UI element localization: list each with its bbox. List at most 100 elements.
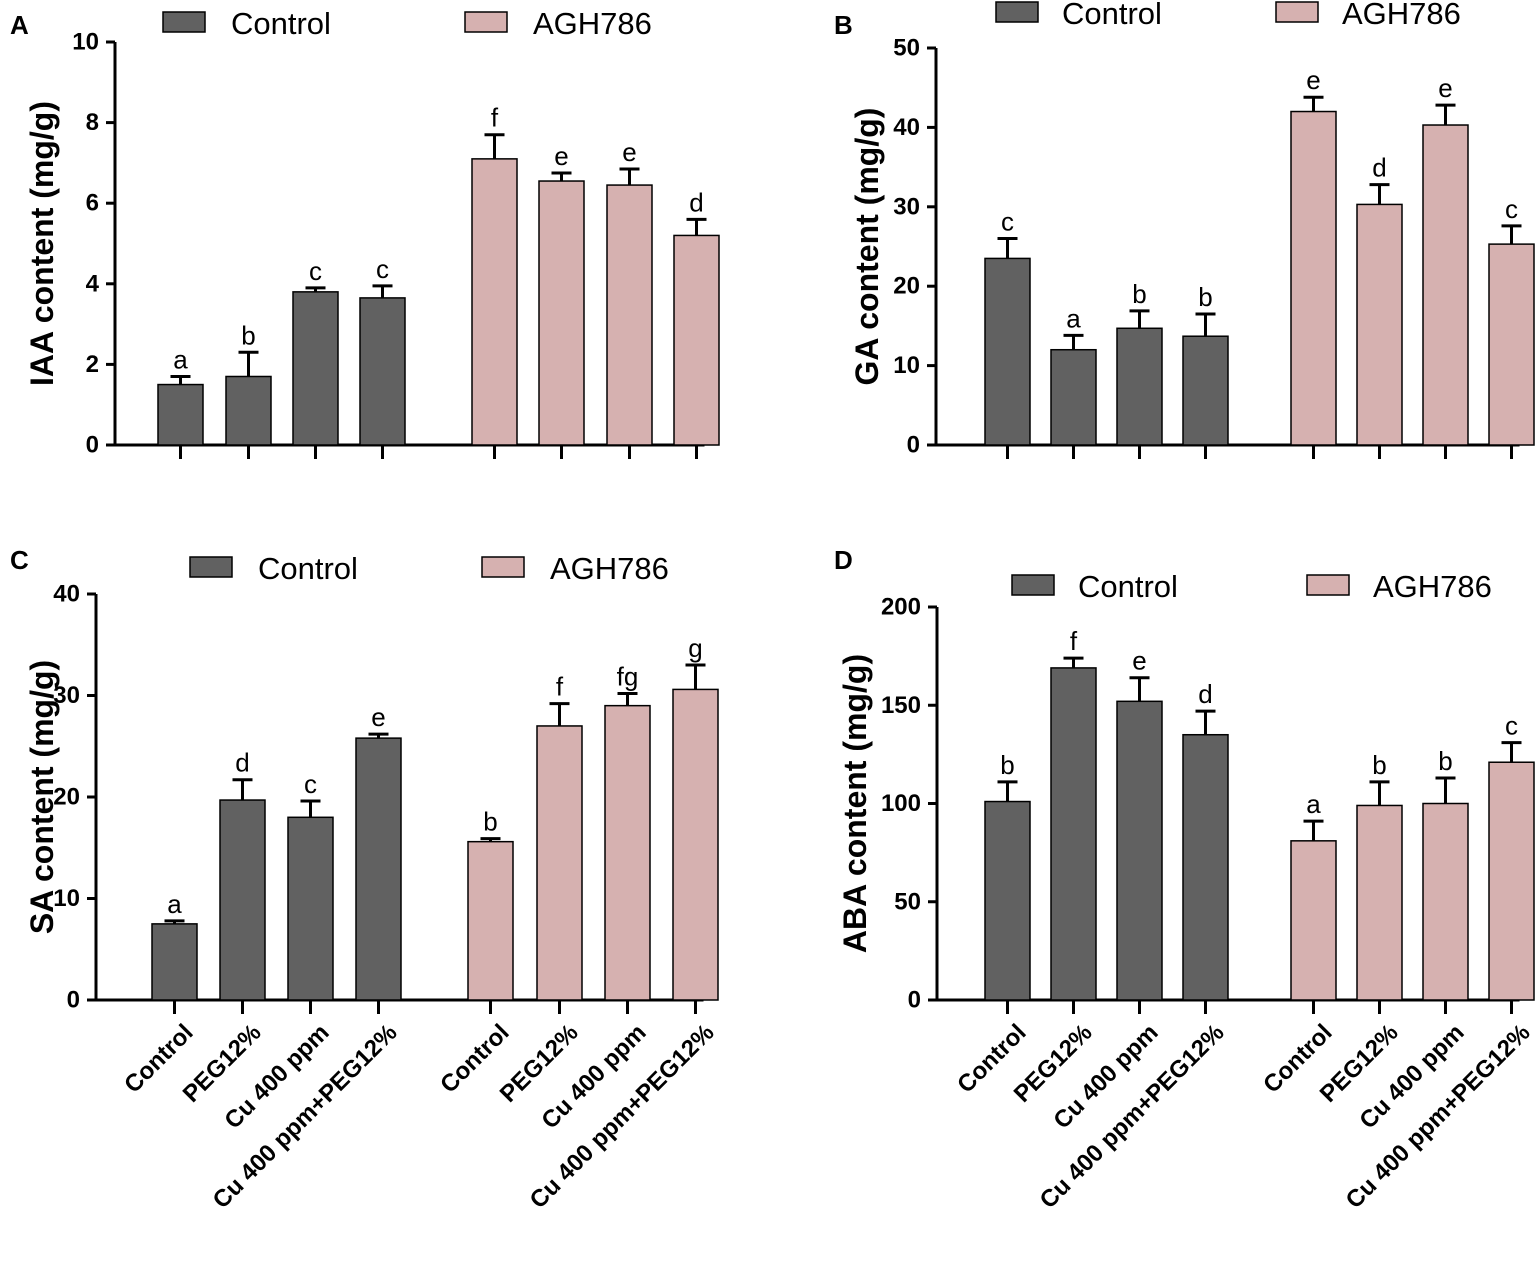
bar-agh786-3: [1422, 802, 1469, 1001]
y-tick-label: 10: [72, 29, 99, 56]
panel-c: C Control AGH786 SA content (mg/g) 0 10 20 30 40…: [10, 545, 720, 1214]
y-tick-label: 20: [53, 784, 80, 811]
significance-letter: b: [1198, 282, 1212, 312]
y-tick-label: 100: [881, 790, 921, 817]
y-tick-label: 50: [893, 35, 920, 62]
y-tick-label: 2: [86, 351, 99, 378]
legend-label-control: Control: [231, 6, 331, 41]
bar-agh786-1: [1290, 840, 1337, 1001]
bar-agh786-2: [538, 180, 585, 446]
bar-control-2: [1050, 348, 1097, 446]
legend-swatch-agh786: [1306, 574, 1350, 596]
y-tick-label: 10: [893, 352, 920, 379]
bar-control-4: [359, 297, 406, 446]
legend-label-agh786: AGH786: [1373, 569, 1492, 604]
y-axis-label: IAA content (mg/g): [24, 101, 60, 386]
y-tick-label: 8: [86, 109, 99, 136]
bar-control-1: [984, 800, 1031, 1001]
significance-letter: c: [1505, 194, 1518, 224]
legend-label-agh786: AGH786: [533, 6, 652, 41]
bar-agh786-2: [1356, 203, 1403, 446]
bar-agh786-2: [536, 725, 583, 1001]
significance-letter: c: [1505, 711, 1518, 741]
significance-letter: c: [304, 769, 317, 799]
significance-letter: c: [1001, 207, 1014, 237]
legend-swatch-control: [995, 1, 1039, 23]
bar-agh786-1: [1290, 110, 1337, 446]
y-tick-label: 6: [86, 190, 99, 217]
y-tick-label: 30: [893, 193, 920, 220]
y-tick-label: 150: [881, 692, 921, 719]
panel-d: D Control AGH786 ABA content (mg/g) 0 50 100 15…: [834, 545, 1535, 1214]
bar-agh786-4: [1488, 243, 1535, 446]
significance-letter: fg: [617, 661, 639, 691]
y-tick-label: 200: [881, 594, 921, 621]
panel-a: A Control AGH786 IAA content (mg/g) 0 2 4 6 8 10 a…: [10, 6, 720, 459]
panel-letter: A: [10, 10, 29, 40]
y-tick-label: 10: [53, 885, 80, 912]
panel-letter: D: [834, 545, 853, 575]
bar-control-2: [225, 375, 272, 446]
bar-control-4: [355, 737, 402, 1001]
bar-control-2: [219, 799, 266, 1001]
bar-control-4: [1182, 335, 1229, 446]
bar-control-3: [1116, 327, 1163, 446]
significance-letter: d: [689, 187, 703, 217]
significance-letter: e: [1132, 646, 1146, 676]
bar-control-1: [157, 383, 204, 446]
significance-letter: e: [371, 702, 385, 732]
panel-letter: B: [834, 10, 853, 40]
significance-letter: c: [376, 254, 389, 284]
significance-letter: a: [173, 344, 188, 374]
significance-letter: e: [1438, 73, 1452, 103]
significance-letter: d: [1372, 153, 1386, 183]
significance-letter: f: [491, 103, 499, 133]
significance-letter: c: [309, 256, 322, 286]
significance-letter: a: [1066, 303, 1081, 333]
y-tick-label: 30: [53, 682, 80, 709]
legend-label-agh786: AGH786: [550, 551, 669, 586]
bar-agh786-3: [604, 704, 651, 1001]
bar-agh786-2: [1356, 804, 1403, 1001]
bar-agh786-4: [1488, 761, 1535, 1001]
y-tick-label: 0: [86, 432, 99, 459]
significance-letter: a: [167, 889, 182, 919]
bar-control-1: [984, 257, 1031, 446]
y-tick-label: 0: [907, 432, 920, 459]
legend-swatch-control: [1011, 574, 1055, 596]
significance-letter: d: [1198, 679, 1212, 709]
y-tick-label: 20: [893, 273, 920, 300]
significance-letter: b: [483, 807, 497, 837]
significance-letter: b: [241, 320, 255, 350]
significance-letter: b: [1372, 750, 1386, 780]
y-tick-label: 0: [67, 987, 80, 1014]
y-tick-label: 40: [893, 114, 920, 141]
y-tick-label: 50: [894, 888, 921, 915]
significance-letter: e: [1306, 65, 1320, 95]
significance-letter: b: [1000, 750, 1014, 780]
y-tick-label: 40: [53, 581, 80, 608]
bar-agh786-1: [471, 158, 518, 446]
legend-label-control: Control: [258, 551, 358, 586]
y-axis-label: SA content (mg/g): [24, 660, 60, 934]
legend-swatch-control: [162, 11, 206, 33]
legend-swatch-control: [189, 556, 233, 578]
bar-control-4: [1182, 733, 1229, 1001]
panel-b: B Control AGH786 GA content (mg/g) 0 10 20 30 40…: [834, 0, 1535, 459]
bar-agh786-4: [672, 688, 719, 1001]
bar-agh786-3: [1422, 124, 1469, 446]
bar-agh786-4: [673, 234, 720, 446]
significance-letter: b: [1438, 746, 1452, 776]
bar-agh786-3: [606, 184, 653, 446]
bar-control-3: [287, 816, 334, 1001]
bar-control-1: [151, 923, 198, 1001]
y-axis-label: ABA content (mg/g): [837, 654, 873, 953]
y-axis-label: GA content (mg/g): [849, 108, 885, 386]
bar-control-3: [1116, 700, 1163, 1001]
significance-letter: f: [1070, 626, 1078, 656]
legend-label-control: Control: [1062, 0, 1162, 31]
bar-agh786-1: [467, 840, 514, 1001]
legend-swatch-agh786: [481, 556, 525, 578]
y-tick-label: 0: [908, 987, 921, 1014]
